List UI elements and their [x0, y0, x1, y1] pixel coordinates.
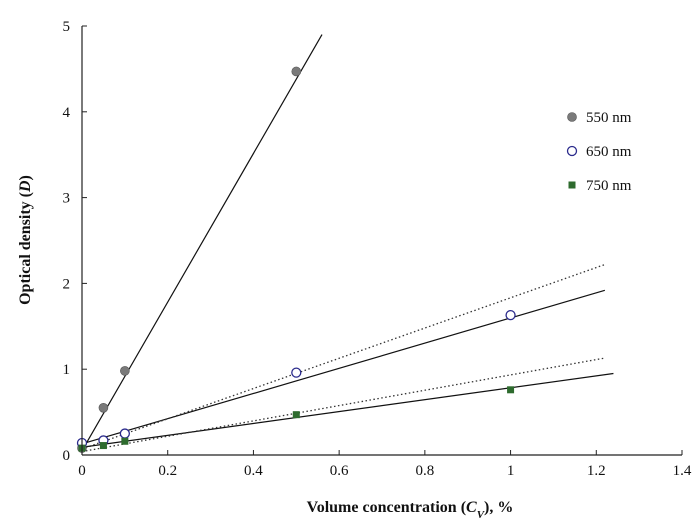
data-point-650-nm — [505, 309, 516, 321]
legend: 550 nm 650 nm 750 nm — [566, 110, 632, 194]
y-tick-label: 2 — [63, 276, 71, 292]
fit-line-750-nm — [81, 372, 614, 448]
legend-label-650-nm: 650 nm — [586, 144, 632, 160]
legend-label-750-nm: 750 nm — [586, 178, 632, 194]
fit-dotted-line-750-nm — [81, 357, 605, 453]
ticks: 0 0.2 0.4 0.6 0.8 1 1.2 1.4 0 1 2 3 4 5 — [63, 19, 692, 479]
legend-marker-750-nm — [568, 181, 576, 189]
x-tick-label: 1 — [507, 463, 515, 479]
legend-marker-550-nm — [567, 112, 577, 122]
y-tick-label: 5 — [63, 19, 71, 35]
x-tick-label: 0.6 — [330, 463, 349, 479]
fit-lines — [81, 34, 614, 453]
data-point-550-nm — [120, 366, 130, 376]
data-point-750-nm — [507, 386, 515, 394]
data-point-650-nm — [119, 428, 131, 439]
y-axis-title: Optical density (D) — [17, 175, 34, 305]
x-tick-label: 1.2 — [587, 463, 606, 479]
fit-line-650-nm — [81, 289, 606, 445]
x-tick-label: 0 — [78, 463, 86, 479]
data-point-750-nm — [99, 442, 107, 450]
data-point-550-nm — [98, 403, 109, 413]
y-tick-label: 0 — [63, 448, 71, 464]
legend-label-550-nm: 550 nm — [586, 110, 632, 126]
x-tick-label: 0.2 — [158, 463, 177, 479]
data-point-650-nm — [291, 367, 302, 378]
y-tick-label: 4 — [63, 105, 71, 121]
x-axis-title: Volume concentration (CV), % — [307, 499, 514, 521]
x-tick-label: 1.4 — [673, 463, 692, 479]
x-tick-label: 0.4 — [244, 463, 263, 479]
data-point-750-nm — [121, 437, 129, 445]
data-points — [76, 66, 516, 453]
fit-dotted-line-650-nm — [81, 263, 606, 450]
y-tick-label: 1 — [63, 362, 71, 378]
x-tick-label: 0.8 — [415, 463, 434, 479]
data-point-750-nm — [292, 411, 300, 419]
fit-line-550-nm — [81, 34, 323, 452]
y-tick-label: 3 — [63, 191, 71, 207]
legend-marker-650-nm — [566, 145, 578, 157]
data-point-550-nm — [291, 66, 302, 77]
axes — [81, 26, 682, 456]
